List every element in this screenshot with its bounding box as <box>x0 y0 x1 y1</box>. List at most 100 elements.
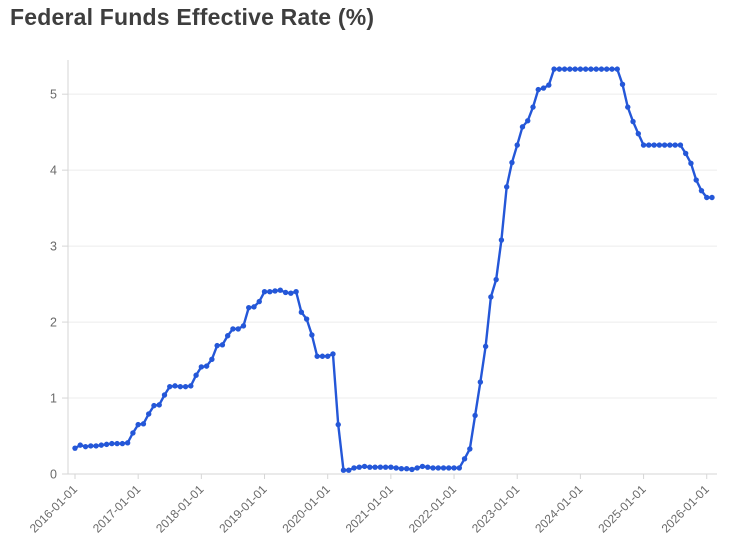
data-point-marker[interactable] <box>161 392 168 398</box>
data-point-marker[interactable] <box>282 289 289 296</box>
data-point-marker[interactable] <box>525 118 531 124</box>
data-point-marker[interactable] <box>367 464 373 470</box>
data-point-marker[interactable] <box>109 440 115 447</box>
data-point-marker[interactable] <box>309 332 315 338</box>
data-point-marker[interactable] <box>630 118 636 125</box>
data-point-marker[interactable] <box>498 237 505 243</box>
data-point-marker[interactable] <box>656 142 663 148</box>
data-point-marker[interactable] <box>135 421 141 428</box>
data-point-marker[interactable] <box>240 323 247 329</box>
data-point-marker[interactable] <box>598 66 605 72</box>
data-point-marker[interactable] <box>324 353 331 359</box>
data-point-marker[interactable] <box>82 443 89 450</box>
data-point-marker[interactable] <box>356 464 362 470</box>
data-point-marker[interactable] <box>246 304 252 311</box>
data-point-marker[interactable] <box>567 66 573 72</box>
data-point-marker[interactable] <box>640 142 647 148</box>
data-point-marker[interactable] <box>688 160 694 167</box>
data-point-marker[interactable] <box>330 351 336 357</box>
data-point-marker[interactable] <box>346 467 352 473</box>
data-point-marker[interactable] <box>440 465 447 471</box>
data-point-marker[interactable] <box>514 142 520 148</box>
data-point-marker[interactable] <box>556 66 563 72</box>
data-point-marker[interactable] <box>351 465 357 471</box>
rate-line-series[interactable] <box>73 67 714 472</box>
data-point-marker[interactable] <box>182 383 189 390</box>
data-point-marker[interactable] <box>682 150 689 157</box>
data-point-marker[interactable] <box>588 66 594 72</box>
data-point-marker[interactable] <box>151 402 157 409</box>
data-point-marker[interactable] <box>340 467 347 473</box>
data-point-marker[interactable] <box>540 85 547 91</box>
data-point-marker[interactable] <box>177 383 183 390</box>
data-point-marker[interactable] <box>693 177 699 183</box>
data-point-marker[interactable] <box>509 159 515 166</box>
data-point-marker[interactable] <box>156 402 162 408</box>
data-point-marker[interactable] <box>456 465 463 471</box>
data-point-marker[interactable] <box>709 194 715 201</box>
data-point-marker[interactable] <box>319 353 326 359</box>
data-point-marker[interactable] <box>377 464 384 470</box>
data-point-marker[interactable] <box>188 383 194 389</box>
data-point-marker[interactable] <box>261 288 268 295</box>
data-point-marker[interactable] <box>224 333 231 339</box>
data-point-marker[interactable] <box>230 326 236 332</box>
data-point-marker[interactable] <box>140 421 147 427</box>
data-point-marker[interactable] <box>409 466 415 473</box>
data-point-marker[interactable] <box>209 356 215 362</box>
data-point-marker[interactable] <box>435 465 441 471</box>
data-point-marker[interactable] <box>677 142 684 148</box>
data-point-marker[interactable] <box>193 372 199 378</box>
data-point-marker[interactable] <box>119 440 126 447</box>
data-point-marker[interactable] <box>493 276 499 283</box>
data-point-marker[interactable] <box>277 287 284 293</box>
data-point-marker[interactable] <box>293 288 299 295</box>
data-point-marker[interactable] <box>451 465 457 471</box>
data-point-marker[interactable] <box>604 66 610 72</box>
data-point-marker[interactable] <box>419 463 426 470</box>
data-point-marker[interactable] <box>98 442 105 448</box>
data-point-marker[interactable] <box>235 326 241 332</box>
data-point-marker[interactable] <box>614 66 620 72</box>
data-point-marker[interactable] <box>530 104 536 110</box>
data-point-marker[interactable] <box>214 342 220 349</box>
data-point-marker[interactable] <box>103 441 110 448</box>
data-point-marker[interactable] <box>572 66 578 72</box>
data-point-marker[interactable] <box>672 142 678 148</box>
data-point-marker[interactable] <box>77 442 83 448</box>
data-point-marker[interactable] <box>472 412 478 419</box>
data-point-marker[interactable] <box>272 288 278 294</box>
data-point-marker[interactable] <box>661 142 668 148</box>
data-point-marker[interactable] <box>446 465 452 471</box>
data-point-marker[interactable] <box>361 463 368 470</box>
data-point-marker[interactable] <box>382 464 389 470</box>
data-point-marker[interactable] <box>646 142 652 148</box>
data-point-marker[interactable] <box>335 421 341 428</box>
data-point-marker[interactable] <box>698 187 705 194</box>
data-point-marker[interactable] <box>203 363 210 369</box>
data-point-marker[interactable] <box>467 446 473 452</box>
data-point-marker[interactable] <box>72 445 78 451</box>
data-point-marker[interactable] <box>198 364 205 370</box>
data-point-marker[interactable] <box>519 124 526 130</box>
data-point-marker[interactable] <box>635 130 641 137</box>
data-point-marker[interactable] <box>167 383 173 390</box>
data-point-marker[interactable] <box>398 465 405 472</box>
data-point-marker[interactable] <box>482 343 489 350</box>
data-point-marker[interactable] <box>172 383 178 389</box>
data-point-marker[interactable] <box>651 142 657 148</box>
data-point-marker[interactable] <box>667 142 673 148</box>
data-point-marker[interactable] <box>625 104 631 110</box>
data-point-marker[interactable] <box>130 430 136 436</box>
data-point-marker[interactable] <box>219 342 226 348</box>
data-point-marker[interactable] <box>256 298 262 305</box>
data-point-marker[interactable] <box>430 465 436 471</box>
data-point-marker[interactable] <box>461 456 468 462</box>
data-point-marker[interactable] <box>488 294 494 300</box>
data-point-marker[interactable] <box>414 465 420 471</box>
data-point-marker[interactable] <box>477 379 484 385</box>
data-point-marker[interactable] <box>314 353 320 359</box>
data-point-marker[interactable] <box>114 440 120 447</box>
data-point-marker[interactable] <box>609 66 615 72</box>
data-point-marker[interactable] <box>372 464 378 470</box>
